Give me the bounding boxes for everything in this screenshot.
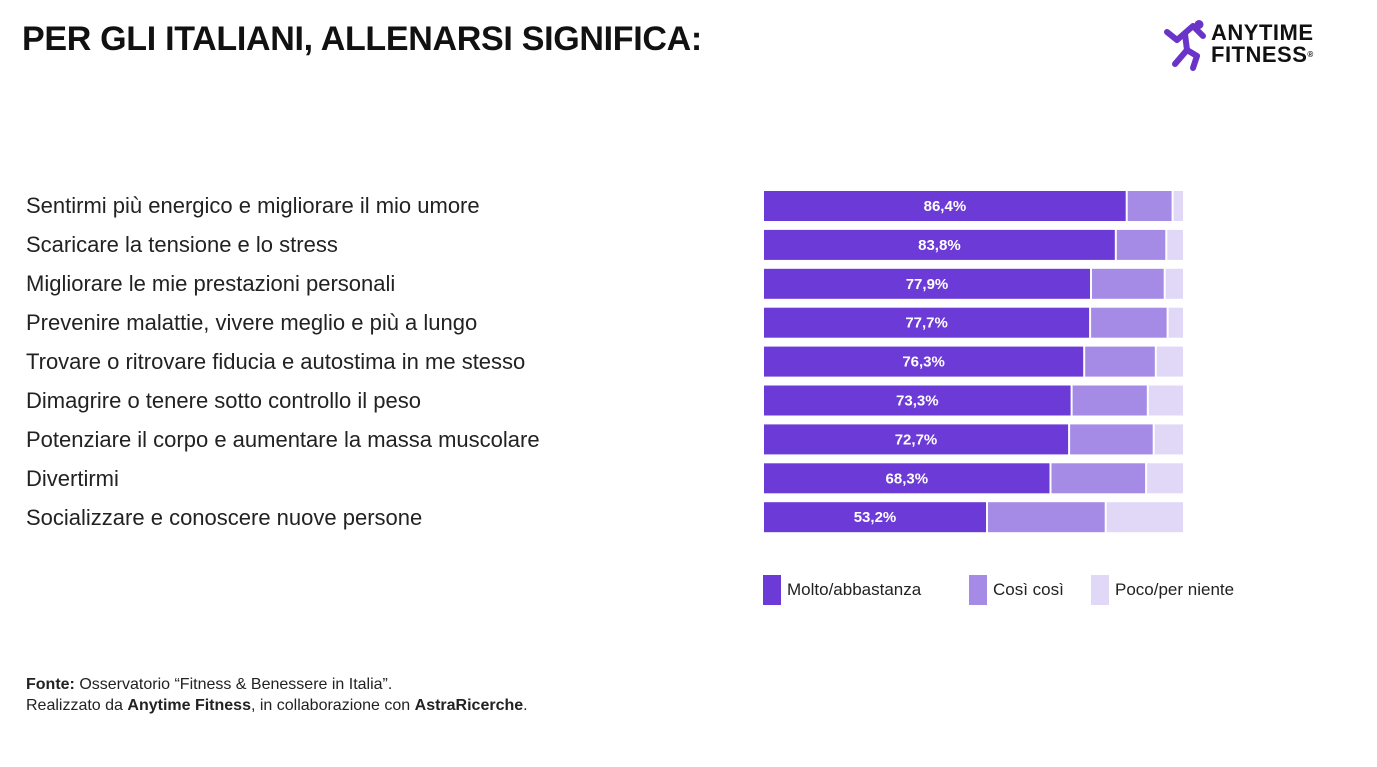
bar-segment-poco [1156,346,1183,377]
source-label: Fonte: [26,676,75,693]
credits-line: Realizzato da Anytime Fitness, in collab… [26,695,528,716]
bar-segment-poco [1154,424,1183,455]
data-label: 86,4% [924,198,967,215]
bar-segment-molto [764,346,1084,377]
legend-label-molto: Molto/abbastanza [787,580,922,599]
bar-segment-cosi [988,502,1105,533]
legend-swatch-poco [1091,575,1109,605]
legend-swatch-molto [763,575,781,605]
data-label: 72,7% [895,431,938,448]
data-label: 76,3% [902,354,945,371]
bar-segment-poco [1148,385,1183,416]
category-label: Prevenire malattie, vivere meglio e più … [26,310,478,335]
category-label: Trovare o ritrovare fiducia e autostima … [26,349,526,374]
bar-segment-molto [764,502,986,533]
logo-wordmark: ANYTIME FITNESS® [1211,22,1314,66]
bar-segment-molto [764,191,1126,221]
category-label: Socializzare e conoscere nuove persone [26,505,423,530]
category-label: Potenziare il corpo e aumentare la massa… [26,427,540,452]
bar-segment-cosi [1051,463,1146,494]
bar-segment-cosi [1072,385,1147,416]
bar-segment-poco [1106,502,1183,533]
data-label: 83,8% [918,237,961,254]
data-label: 73,3% [896,393,939,410]
bar-segment-cosi [1127,191,1172,221]
credits-middle: , in collaborazione con [250,697,415,714]
bar-segment-poco [1173,191,1183,221]
bar-segment-molto [764,424,1069,455]
category-label: Sentirmi più energico e migliorare il mi… [26,193,480,218]
legend-swatch-cosi [969,575,987,605]
bar-segment-molto [764,307,1090,338]
legend-label-poco: Poco/per niente [1115,580,1235,599]
bar-segment-molto [764,268,1090,299]
legend-label-cosi: Così così [993,580,1064,599]
running-man-icon [1164,20,1206,71]
data-label: 68,3% [886,470,929,487]
bar-segment-poco [1147,463,1183,494]
bar-segment-molto [764,463,1050,494]
logo-text-fitness: FITNESS [1211,42,1308,67]
credits-partner: AstraRicerche [414,697,524,714]
logo-text-line1: ANYTIME [1211,20,1314,45]
bar-segment-cosi [1092,268,1164,299]
bar-segment-cosi [1085,346,1155,377]
bar-segment-cosi [1091,307,1167,338]
bar-segment-poco [1167,229,1183,260]
data-label: 53,2% [854,509,897,526]
source-note: Fonte: Osservatorio “Fitness & Benessere… [26,674,528,716]
credits-brand: Anytime Fitness [127,697,251,714]
bar-segment-poco [1168,307,1183,338]
data-label: 77,7% [905,315,948,332]
bar-segment-cosi [1070,424,1153,455]
bar-segment-poco [1165,268,1183,299]
category-label: Migliorare le mie prestazioni personali [26,271,396,296]
category-label: Divertirmi [26,466,119,491]
category-label: Scaricare la tensione e lo stress [26,232,338,257]
bar-segment-cosi [1116,229,1166,260]
data-label: 77,9% [906,276,949,293]
credits-prefix: Realizzato da [26,697,128,714]
credits-suffix: . [523,697,528,714]
anytime-fitness-logo: ANYTIME FITNESS® [1163,20,1359,76]
bar-segment-molto [764,385,1071,416]
logo-text-line2: FITNESS® [1211,44,1314,66]
category-label: Dimagrire o tenere sotto controllo il pe… [26,388,421,413]
bar-segment-molto [764,229,1115,260]
source-text: Osservatorio “Fitness & Benessere in Ita… [74,676,393,693]
category-labels: Sentirmi più energico e migliorare il mi… [26,190,540,541]
page-title: PER GLI ITALIANI, ALLENARSI SIGNIFICA: [22,20,702,58]
source-line: Fonte: Osservatorio “Fitness & Benessere… [26,674,528,695]
registered-mark: ® [1307,50,1314,59]
